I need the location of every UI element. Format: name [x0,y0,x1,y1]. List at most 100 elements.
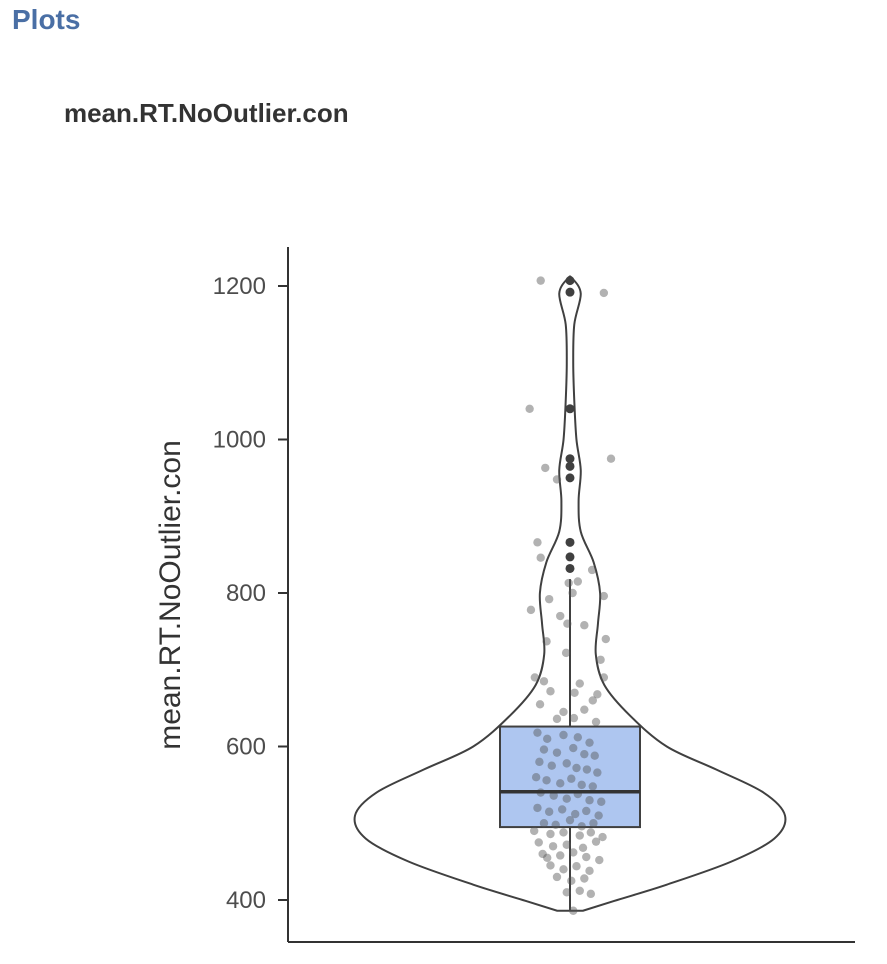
data-point [533,803,542,813]
outlier-point [565,563,575,573]
data-point [577,780,586,790]
data-point [535,757,544,767]
data-point [559,828,568,837]
data-point [580,874,589,883]
data-point [571,809,580,819]
data-point [569,713,579,723]
data-point [534,838,543,847]
data-point [591,717,601,727]
data-point [552,748,562,757]
data-point [525,404,534,413]
data-point [546,687,555,696]
data-point [587,565,597,575]
data-point [548,842,558,851]
data-point [557,805,567,814]
data-point [585,866,594,876]
data-point [569,906,578,915]
y-axis-label: mean.RT.NoOutlier.con [154,440,187,750]
data-point [570,688,579,697]
data-point [562,759,571,768]
data-point [544,594,554,604]
outlier-point [565,276,575,286]
data-point [573,733,583,742]
outlier-point [565,461,575,471]
data-point [536,276,545,285]
data-point [551,820,560,829]
y-tick-label: 400 [226,887,266,914]
data-point [595,855,604,865]
data-point [586,889,596,899]
data-point [541,463,550,473]
data-point [578,843,588,853]
data-point [562,888,571,897]
data-point [567,774,576,783]
data-point [588,696,597,705]
data-point [585,738,594,747]
data-point [568,588,577,598]
data-point [544,807,554,816]
data-point [590,751,599,760]
data-point [559,707,568,717]
data-point [546,829,555,839]
data-point [582,806,591,816]
data-point [526,605,536,615]
data-point [563,619,572,628]
data-point [533,538,542,547]
data-point [542,637,551,646]
data-point [572,763,581,773]
data-point [580,749,589,759]
data-point [543,853,552,862]
data-point [580,621,589,630]
data-point [575,886,584,895]
data-point [552,872,562,882]
data-point [575,831,584,840]
data-point [585,796,594,805]
data-point [556,611,565,621]
data-point [565,815,575,825]
data-point [543,734,552,744]
y-tick-label: 800 [226,580,266,607]
section-title: Plots [12,4,81,35]
data-point [582,765,592,774]
data-point [529,826,539,836]
data-point [593,768,602,777]
data-point [599,288,609,298]
outlier-point [565,473,575,483]
data-point [598,832,607,842]
data-point [594,811,603,820]
data-point [582,852,591,862]
data-point [569,848,578,857]
outlier-point [565,287,575,297]
data-point [556,779,565,788]
data-point [562,840,571,849]
plot-title: mean.RT.NoOutlier.con [64,98,349,128]
data-point [596,655,605,664]
data-point [564,578,573,588]
data-point [593,690,602,699]
outlier-point [565,552,575,562]
data-point [536,553,545,562]
y-tick-label: 600 [226,734,266,761]
data-point [552,475,562,484]
data-point [573,577,583,586]
data-point [586,828,596,837]
data-point [531,773,541,782]
data-point [599,591,609,601]
data-point [577,822,586,831]
data-point [599,673,609,682]
data-point [591,837,601,846]
outlier-point [565,537,575,547]
outlier-point [565,454,575,464]
data-point [539,677,549,686]
data-point [530,673,540,682]
data-point [597,797,606,806]
data-point [569,743,578,753]
box-iqr [499,725,641,829]
data-point [535,700,545,709]
outlier-point [565,404,575,414]
y-tick-label: 1000 [213,427,266,454]
data-point [589,819,598,828]
data-point [539,745,549,754]
data-point [533,728,542,737]
data-point [575,679,584,688]
